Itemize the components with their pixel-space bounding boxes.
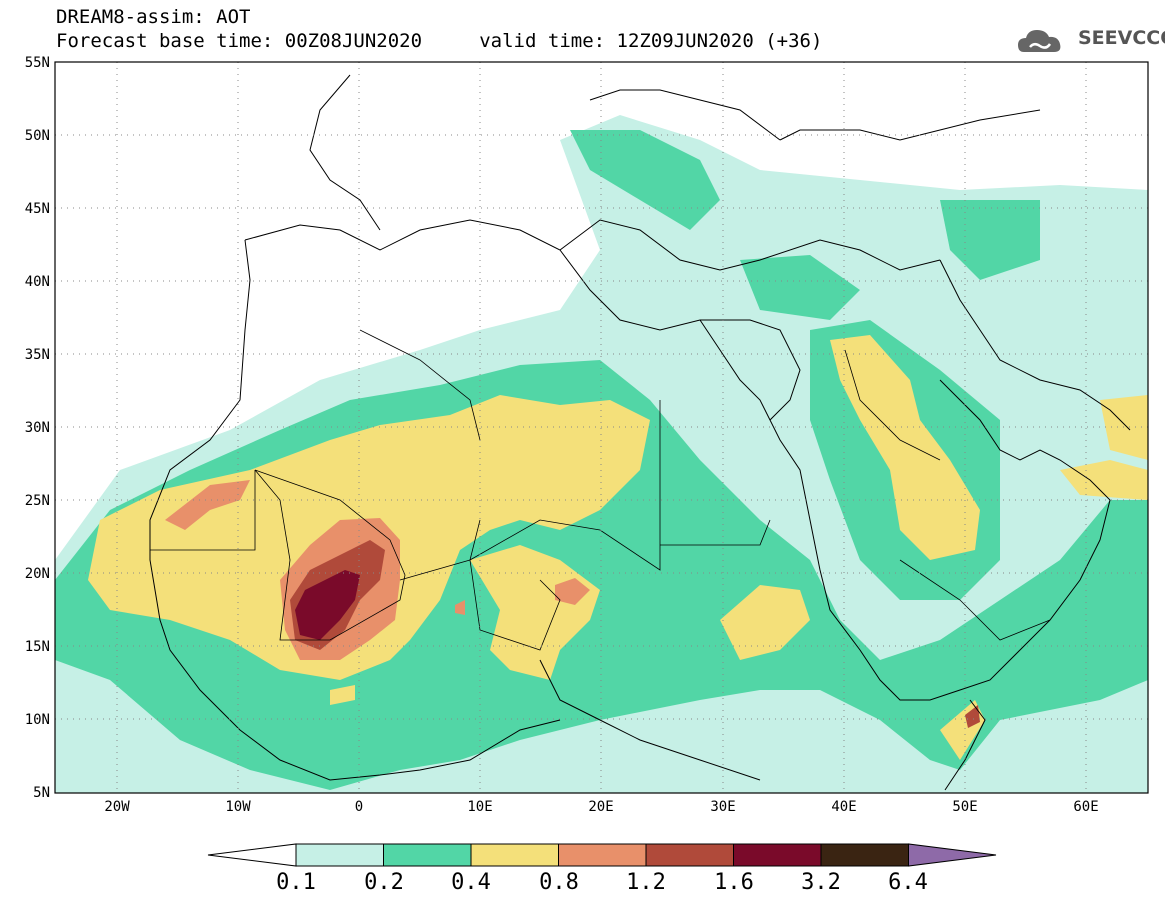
- colorbar-label: 0.2: [364, 870, 404, 895]
- lon-label: 40E: [831, 799, 856, 815]
- lat-label: 25N: [25, 493, 50, 509]
- lat-label: 15N: [25, 639, 50, 655]
- colorbar-swatch: [558, 843, 647, 867]
- map-title: DREAM8-assim: AOT: [56, 6, 251, 28]
- logo-text: SEEVCCC: [1078, 27, 1165, 49]
- colorbar-min-arrow: [207, 843, 297, 867]
- graticule: [55, 62, 1148, 793]
- forecast-time-line: Forecast base time: 00Z08JUN2020 valid t…: [56, 30, 823, 52]
- colorbar-swatch: [383, 843, 472, 867]
- lat-label: 5N: [33, 785, 50, 801]
- colorbar-label: 1.6: [714, 870, 754, 895]
- lon-label: 0: [355, 799, 363, 815]
- colorbar-swatch: [733, 843, 822, 867]
- lon-label: 20W: [104, 799, 130, 815]
- lon-label: 60E: [1073, 799, 1098, 815]
- colorbar-swatch: [470, 843, 559, 867]
- colorbar-swatch: [820, 843, 909, 867]
- lat-label: 40N: [25, 274, 50, 290]
- lat-label: 50N: [25, 128, 50, 144]
- colorbar-label: 0.4: [451, 870, 491, 895]
- lon-label: 30E: [710, 799, 735, 815]
- lat-label: 20N: [25, 566, 50, 582]
- aot-field: [55, 62, 1148, 793]
- colorbar-max-arrow: [908, 843, 997, 867]
- lat-label: 55N: [25, 55, 50, 71]
- map-frame: [54, 61, 1149, 794]
- colorbar: [207, 843, 997, 867]
- colorbar-label: 0.8: [539, 870, 579, 895]
- colorbar-label: 1.2: [626, 870, 666, 895]
- lon-labels: 20W 10W 0 10E 20E 30E 40E 50E 60E: [104, 799, 1098, 815]
- lat-label: 10N: [25, 712, 50, 728]
- lat-label: 45N: [25, 201, 50, 217]
- coastlines: [149, 74, 1131, 791]
- colorbar-label: 3.2: [801, 870, 841, 895]
- lat-labels: 55N 50N 45N 40N 35N 30N 25N 20N 15N 10N …: [25, 55, 50, 801]
- colorbar-swatch: [295, 843, 384, 867]
- colorbar-label: 6.4: [888, 870, 928, 895]
- cloud-logo-icon: [1018, 30, 1061, 52]
- lon-label: 10W: [225, 799, 251, 815]
- colorbar-label: 0.1: [276, 870, 316, 895]
- country-borders: [150, 329, 1051, 651]
- lon-label: 10E: [467, 799, 492, 815]
- colorbar-swatch: [645, 843, 734, 867]
- lat-label: 30N: [25, 420, 50, 436]
- lon-label: 50E: [952, 799, 977, 815]
- lat-label: 35N: [25, 347, 50, 363]
- lon-label: 20E: [588, 799, 613, 815]
